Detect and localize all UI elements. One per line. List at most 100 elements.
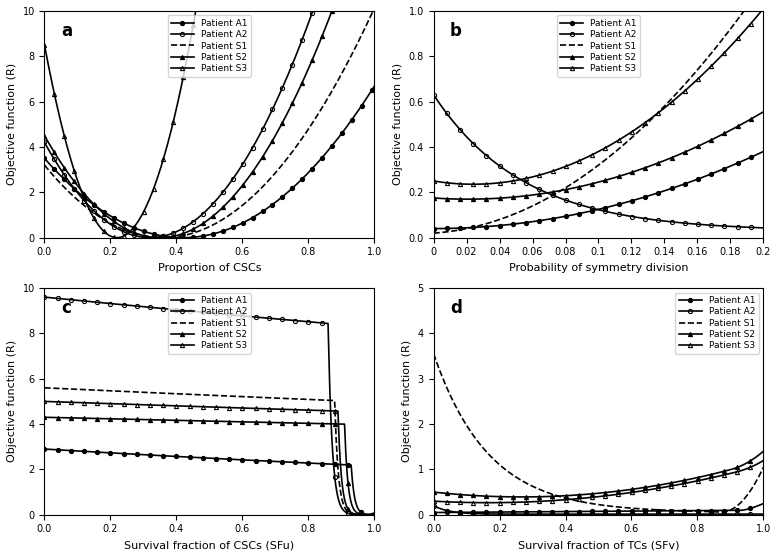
Patient S2 [689, 475, 698, 482]
Patient A1 [310, 162, 320, 168]
Patient A1 [586, 208, 595, 214]
Patient A1 [219, 227, 228, 234]
Patient A1 [370, 511, 379, 518]
Patient S1 [200, 392, 209, 398]
Patient S2 [429, 194, 438, 201]
Patient S1 [310, 115, 320, 122]
Patient A1 [446, 509, 455, 516]
Line: Patient S1: Patient S1 [433, 0, 763, 233]
Patient S2 [464, 196, 473, 203]
Patient S3 [590, 494, 599, 500]
Patient S1 [199, 226, 209, 232]
Patient S3 [300, 407, 309, 413]
Patient S2 [749, 455, 759, 462]
Patient S2 [608, 175, 618, 182]
Patient S1 [429, 350, 438, 357]
Patient S2 [310, 49, 320, 56]
Line: Patient S3: Patient S3 [42, 0, 377, 240]
Patient S3 [588, 151, 598, 158]
Line: Patient A1: Patient A1 [42, 84, 377, 240]
Patient A2 [590, 511, 599, 517]
Line: Patient S1: Patient S1 [44, 8, 374, 238]
Patient A1 [57, 447, 66, 453]
Patient S1 [717, 509, 726, 515]
Patient S1 [197, 227, 206, 233]
Patient A1 [587, 207, 597, 214]
Patient A1 [429, 509, 438, 516]
Y-axis label: Objective function (R): Objective function (R) [393, 63, 403, 185]
Patient A2 [525, 511, 534, 517]
X-axis label: Survival fraction of TCs (SFv): Survival fraction of TCs (SFv) [517, 540, 679, 550]
Line: Patient A2: Patient A2 [42, 0, 377, 240]
Legend: Patient A1, Patient A2, Patient S1, Patient S2, Patient S3: Patient A1, Patient A2, Patient S1, Pati… [167, 16, 251, 77]
Line: Patient A2: Patient A2 [432, 504, 766, 516]
Patient A2 [364, 511, 373, 518]
Patient S1 [689, 508, 698, 515]
Patient S3 [429, 178, 438, 184]
Patient A1 [751, 152, 760, 159]
Patient S1 [749, 482, 759, 488]
Patient S1 [587, 167, 597, 173]
Patient A2 [587, 205, 597, 212]
Patient S2 [237, 183, 246, 190]
Patient S1 [366, 511, 375, 518]
Patient A2 [751, 224, 760, 231]
Patient S2 [580, 491, 590, 498]
Patient S2 [587, 180, 596, 187]
Patient A2 [370, 510, 379, 516]
Patient A1 [360, 511, 370, 517]
Patient S3 [700, 69, 710, 76]
Patient S3 [370, 511, 379, 517]
Patient S2 [219, 203, 228, 210]
Patient S1 [749, 482, 759, 488]
Line: Patient S2: Patient S2 [432, 110, 766, 201]
Patient A1 [626, 198, 635, 204]
Patient A1 [199, 232, 209, 239]
Patient S3 [360, 511, 370, 518]
Patient A2 [626, 213, 635, 219]
Patient S2 [429, 488, 438, 495]
Patient S3 [752, 14, 761, 21]
Patient A1 [200, 455, 209, 461]
Patient S3 [40, 42, 49, 48]
Patient S3 [580, 495, 590, 501]
Patient A2 [699, 221, 709, 228]
Patient S2 [300, 420, 309, 427]
Patient S2 [588, 180, 598, 187]
Patient A1 [360, 511, 370, 517]
Text: c: c [61, 300, 71, 317]
Patient S2 [366, 511, 376, 518]
Line: Patient S3: Patient S3 [432, 458, 766, 505]
Patient A2 [145, 234, 155, 241]
Patient A2 [191, 308, 201, 315]
Patient S3 [759, 457, 768, 464]
Patient S3 [429, 498, 438, 505]
Patient A1 [191, 454, 201, 461]
Patient S1 [40, 162, 49, 168]
Patient A2 [310, 1, 320, 7]
Patient S3 [484, 499, 493, 506]
Line: Patient S2: Patient S2 [432, 449, 766, 499]
Patient A2 [360, 511, 370, 518]
Patient S2 [590, 490, 599, 497]
Patient S2 [360, 511, 370, 518]
Patient A1 [197, 233, 206, 240]
Patient A2 [57, 295, 66, 302]
Patient A2 [749, 511, 759, 517]
Patient S1 [219, 216, 228, 222]
Patient S1 [446, 392, 455, 399]
Patient S3 [57, 399, 66, 405]
Patient S2 [197, 221, 206, 228]
Patient A2 [429, 502, 438, 509]
Patient S1 [363, 21, 372, 27]
Patient A1 [40, 446, 49, 452]
Patient S1 [699, 59, 709, 66]
Patient A2 [586, 204, 595, 211]
Patient A2 [749, 511, 759, 517]
Patient S3 [40, 398, 49, 405]
Patient S2 [40, 414, 49, 421]
Y-axis label: Objective function (R): Objective function (R) [402, 340, 412, 462]
Patient S1 [626, 136, 635, 143]
Patient A2 [200, 309, 209, 316]
Patient A1 [759, 148, 768, 155]
